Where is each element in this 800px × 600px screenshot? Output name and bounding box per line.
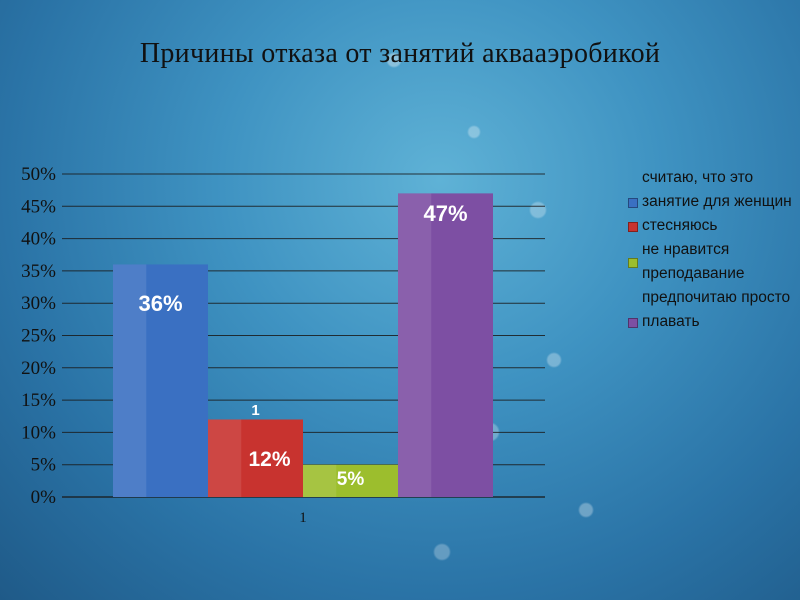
legend-item: стесняюсь [628,214,798,238]
legend-label: считаю, что это занятие для женщин [642,169,792,210]
y-axis-ticks: 0% 5% 10% 15% 20% 25% 30% 35% 40% 45% 50% [21,164,56,508]
data-label: 36% [138,291,182,316]
y-tick-label: 0% [31,487,57,508]
y-tick-label: 15% [21,390,56,411]
legend-item: предпочитаю просто плавать [628,286,798,334]
bar-highlight [303,464,337,497]
data-label: 12% [248,448,290,471]
legend-swatch [628,318,638,328]
y-tick-label: 25% [21,326,56,347]
legend: считаю, что это занятие для женщин стесня… [628,166,798,334]
y-tick-label: 50% [21,164,56,185]
x-tick-label: 1 [299,510,307,526]
legend-swatch [628,198,638,208]
bar [208,419,303,497]
data-label: 47% [423,201,467,226]
y-tick-label: 20% [21,358,56,379]
y-tick-label: 5% [31,455,57,476]
y-tick-label: 30% [21,293,56,314]
bars [113,193,493,497]
legend-swatch [628,258,638,268]
legend-item: считаю, что это занятие для женщин [628,166,798,214]
legend-item: не нравится преподавание [628,238,798,286]
x-axis-ticks: 1 [299,510,307,526]
legend-swatch [628,222,638,232]
legend-label: предпочитаю просто плавать [642,289,791,330]
y-tick-label: 40% [21,229,56,250]
bar [113,264,208,497]
bar-highlight [113,264,147,497]
y-tick-label: 45% [21,196,56,217]
chart-title: Причины отказа от занятий аквааэробикой [139,38,661,69]
legend-label: не нравится преподавание [642,241,745,282]
data-labels: 36% 1 12% 5% 47% [138,201,467,490]
legend-label: стесняюсь [642,217,718,234]
y-tick-label: 35% [21,261,56,282]
data-label: 1 [251,402,259,419]
data-label: 5% [337,469,365,490]
bar-highlight [398,193,432,497]
y-tick-label: 10% [21,422,56,443]
bar [398,193,493,497]
bar-highlight [208,419,242,497]
bar [303,464,398,497]
